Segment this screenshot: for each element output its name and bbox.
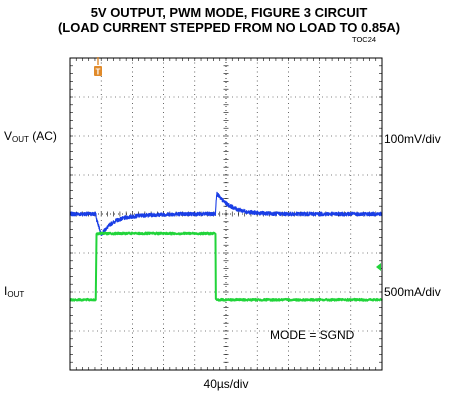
mode-annotation: MODE = SGND [270,328,355,342]
channel-marker [376,263,381,271]
iout-channel-label: IOUT [4,284,25,299]
chart-title-line2: (LOAD CURRENT STEPPED FROM NO LOAD TO 0.… [57,20,401,35]
figure-reference: TOC24 [352,35,377,44]
vout-channel-label: VOUT (AC) [4,129,57,144]
time-scale-label: 40µs/div [203,377,249,391]
trigger-marker: T [94,57,102,77]
iout-trace [69,231,383,302]
vout-trace [69,191,383,237]
vout-scale-label: 100mV/div [384,132,441,146]
iout-scale-label: 500mA/div [384,285,441,299]
chart-title-line1: 5V OUTPUT, PWM MODE, FIGURE 3 CIRCUIT [90,5,368,20]
plot-frame [69,57,383,371]
trigger-marker-label: T [96,68,101,77]
